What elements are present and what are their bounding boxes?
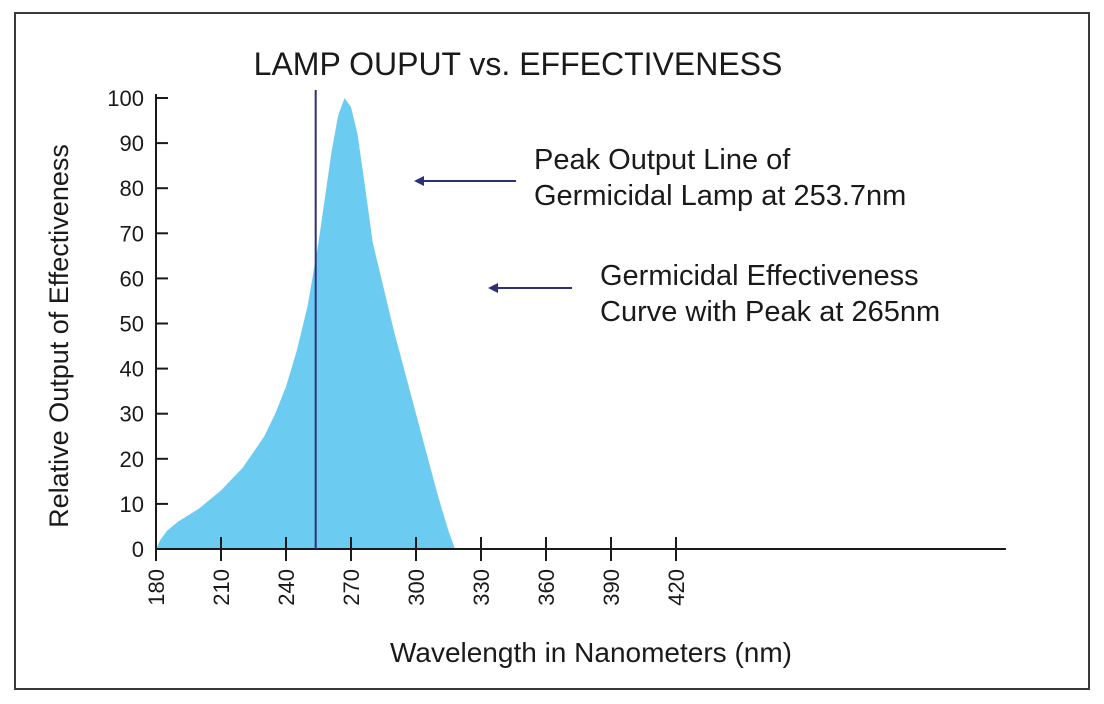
x-tick-label: 300	[404, 569, 429, 606]
x-tick-label: 240	[274, 569, 299, 606]
chart-frame: LAMP OUPUT vs. EFFECTIVENESS 0 10 20 30 40 50…	[14, 12, 1090, 690]
effectiveness-annotation-line-1: Germicidal Effectiveness	[600, 260, 919, 292]
axes	[155, 94, 1006, 550]
x-tick-label: 210	[209, 569, 234, 606]
x-tick-label: 420	[664, 569, 689, 606]
y-tick-label: 10	[120, 492, 144, 517]
y-tick-label: 90	[120, 131, 144, 156]
y-ticks: 0 10 20 30 40 50 60 70 80 90 100	[107, 86, 168, 562]
y-tick-label: 100	[107, 86, 144, 111]
x-tick-label: 360	[534, 569, 559, 606]
x-axis-label: Wavelength in Nanometers (nm)	[390, 637, 792, 668]
effectiveness-curve-area	[156, 98, 455, 549]
x-ticks: 180 210 240 270 300 330 360 390 420	[144, 537, 689, 606]
y-tick-label: 70	[120, 221, 144, 246]
x-tick-label: 270	[339, 569, 364, 606]
peak-output-annotation-line-2: Germicidal Lamp at 253.7nm	[534, 180, 906, 212]
y-tick-label: 30	[120, 402, 144, 427]
y-tick-label: 50	[120, 312, 144, 337]
y-tick-label: 0	[132, 537, 144, 562]
y-tick-label: 60	[120, 266, 144, 291]
effectiveness-annotation-line-2: Curve with Peak at 265nm	[600, 296, 940, 328]
y-tick-label: 40	[120, 357, 144, 382]
chart-title: LAMP OUPUT vs. EFFECTIVENESS	[254, 46, 783, 82]
peak-output-annotation-line-1: Peak Output Line of	[534, 144, 791, 176]
x-tick-label: 390	[599, 569, 624, 606]
x-tick-label: 330	[469, 569, 494, 606]
y-axis-label: Relative Output of Effectiveness	[44, 144, 74, 528]
x-tick-label: 180	[144, 569, 169, 606]
y-tick-label: 20	[120, 447, 144, 472]
chart-svg: LAMP OUPUT vs. EFFECTIVENESS 0 10 20 30 40 50…	[44, 46, 1006, 668]
y-tick-label: 80	[120, 176, 144, 201]
